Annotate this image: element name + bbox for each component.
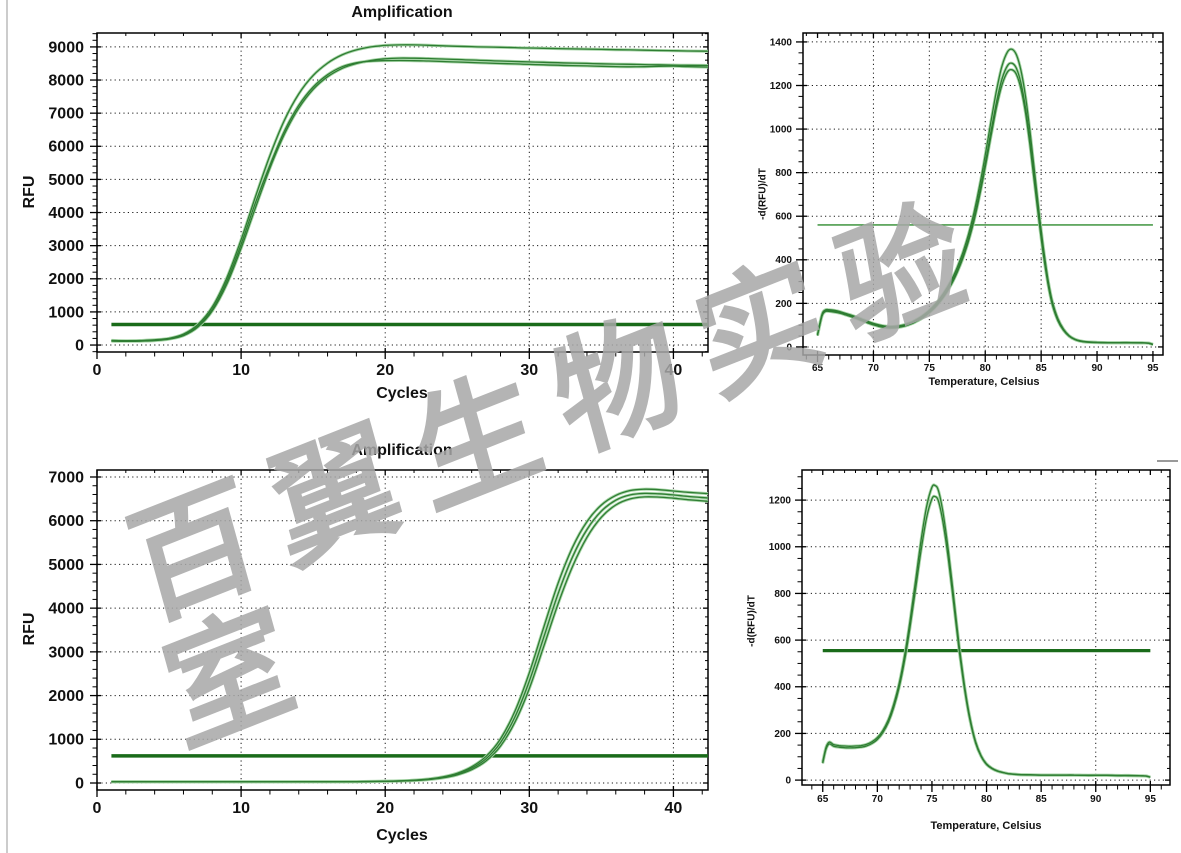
y-axis-label-drfudt-top: -d(RFU)/dT xyxy=(757,168,769,220)
amplification-top-curve-halo-replicate-3 xyxy=(111,59,709,343)
melt-top-y-tick-label: 1000 xyxy=(770,124,793,135)
melt-bottom-y-tick-label: 800 xyxy=(774,589,791,600)
amplification-top-x-tick-label: 10 xyxy=(232,362,250,379)
melt-bottom-x-tick-label: 95 xyxy=(1145,794,1157,805)
chart-title-amplification-top: Amplification xyxy=(351,4,453,21)
melt-top-x-tick-label: 95 xyxy=(1147,363,1159,374)
amplification-top-plot-border xyxy=(96,32,709,353)
amplification-top-y-tick-label: 0 xyxy=(75,337,84,354)
y-axis-label-drfudt-bottom: -d(RFU)/dT xyxy=(746,595,758,647)
amplification-top-y-tick-label: 5000 xyxy=(48,172,84,189)
page-left-border xyxy=(6,0,8,853)
melt-top-x-tick-label: 90 xyxy=(1091,363,1103,374)
melt-bottom-curve-replicate-1 xyxy=(822,484,1151,778)
melt-bottom-x-tick-label: 80 xyxy=(981,794,993,805)
melt-top-y-tick-label: 1400 xyxy=(770,37,793,48)
amplification-bottom-y-tick-label: 2000 xyxy=(48,688,84,705)
amplification-bottom-plot-border xyxy=(96,469,709,791)
amplification-top-curve-halo-replicate-1 xyxy=(111,43,709,343)
chart-title-amplification-bottom: Amplification xyxy=(351,442,453,459)
amplification-top-y-tick-label: 8000 xyxy=(48,72,84,89)
melt-top-plot-border xyxy=(802,32,1164,356)
amplification-top-x-tick-label: 20 xyxy=(376,362,394,379)
melt-bottom-x-tick-label: 65 xyxy=(817,794,829,805)
amplification-top-curve-halo-replicate-2 xyxy=(111,56,709,343)
melt-top-x-tick-label: 65 xyxy=(812,363,824,374)
melt-top-y-tick-label: 800 xyxy=(775,168,792,179)
melt-bottom-curve-replicate-2 xyxy=(822,495,1151,778)
melt-top-curve-replicate-3 xyxy=(816,68,1154,346)
amplification-bottom-y-tick-label: 5000 xyxy=(48,557,84,574)
melt-top-x-tick-label: 80 xyxy=(980,363,992,374)
amplification-bottom-y-tick-label: 3000 xyxy=(48,644,84,661)
y-axis-label-rfu-top: RFU xyxy=(21,175,38,209)
melt-bottom-x-tick-label: 70 xyxy=(872,794,884,805)
melt-bottom-curve-halo-replicate-1 xyxy=(821,483,1151,779)
amplification-top-y-tick-label: 1000 xyxy=(48,304,84,321)
melt-bottom-y-tick-label: 1200 xyxy=(769,496,792,507)
melt-top-x-tick-label: 75 xyxy=(924,363,936,374)
amplification-top-curve-replicate-2 xyxy=(111,57,709,342)
amplification-bottom-y-tick-label: 1000 xyxy=(48,732,84,749)
amplification-bottom-y-tick-label: 0 xyxy=(75,775,84,792)
x-axis-label-cycles-bottom: Cycles xyxy=(376,827,428,844)
melt-top-x-tick-label: 70 xyxy=(868,363,880,374)
melt-bottom-plot-border xyxy=(801,469,1171,786)
amplification-top-curve-replicate-3 xyxy=(111,59,709,342)
melt-bottom-x-tick-label: 75 xyxy=(926,794,938,805)
amplification-top-y-tick-label: 6000 xyxy=(48,139,84,156)
amplification-top-x-tick-label: 0 xyxy=(93,362,102,379)
stray-dash-artifact xyxy=(1157,460,1178,462)
amplification-top-y-tick-label: 2000 xyxy=(48,271,84,288)
amplification-top-x-tick-label: 30 xyxy=(520,362,538,379)
melt-bottom-y-tick-label: 0 xyxy=(785,776,791,787)
amplification-top-y-tick-label: 3000 xyxy=(48,238,84,255)
amplification-top-y-tick-label: 4000 xyxy=(48,205,84,222)
x-axis-label-cycles-top: Cycles xyxy=(376,385,428,402)
melt-bottom-x-tick-label: 90 xyxy=(1090,794,1102,805)
melt-top-y-tick-label: 0 xyxy=(786,342,792,353)
amplification-top-curve-replicate-1 xyxy=(111,44,709,342)
amplification-bottom-curve-replicate-1 xyxy=(111,488,709,783)
amplification-bottom-x-tick-label: 0 xyxy=(93,800,102,817)
melt-bottom-x-tick-label: 85 xyxy=(1036,794,1048,805)
x-axis-label-temperature-bottom: Temperature, Celsius xyxy=(930,820,1042,832)
amplification-top-y-tick-label: 9000 xyxy=(48,39,84,56)
amplification-bottom-curve-replicate-3 xyxy=(111,492,709,783)
amplification-bottom-x-tick-label: 10 xyxy=(232,800,250,817)
amplification-bottom-x-tick-label: 30 xyxy=(520,800,538,817)
x-axis-label-temperature-top: Temperature, Celsius xyxy=(928,376,1040,388)
amplification-bottom-y-tick-label: 7000 xyxy=(48,469,84,486)
melt-bottom-y-tick-label: 400 xyxy=(774,682,791,693)
melt-bottom-y-tick-label: 1000 xyxy=(769,542,792,553)
amplification-bottom-y-tick-label: 4000 xyxy=(48,601,84,618)
amplification-top-y-tick-label: 7000 xyxy=(48,106,84,123)
amplification-bottom-curve-halo-replicate-1 xyxy=(111,487,709,784)
melt-top-x-tick-label: 85 xyxy=(1036,363,1048,374)
melt-top-y-tick-label: 600 xyxy=(775,212,792,223)
amplification-bottom-curve-halo-replicate-3 xyxy=(111,491,709,784)
melt-top-y-tick-label: 200 xyxy=(775,299,792,310)
melt-top-y-tick-label: 400 xyxy=(775,255,792,266)
melt-bottom-y-tick-label: 600 xyxy=(774,636,791,647)
amplification-bottom-x-tick-label: 20 xyxy=(376,800,394,817)
y-axis-label-rfu-bottom: RFU xyxy=(21,612,38,646)
melt-bottom-curve-halo-replicate-2 xyxy=(821,494,1151,779)
melt-top-y-tick-label: 1200 xyxy=(770,81,793,92)
amplification-bottom-y-tick-label: 6000 xyxy=(48,513,84,530)
melt-bottom-y-tick-label: 200 xyxy=(774,729,791,740)
amplification-top-x-tick-label: 40 xyxy=(665,362,683,379)
amplification-bottom-x-tick-label: 40 xyxy=(665,800,683,817)
